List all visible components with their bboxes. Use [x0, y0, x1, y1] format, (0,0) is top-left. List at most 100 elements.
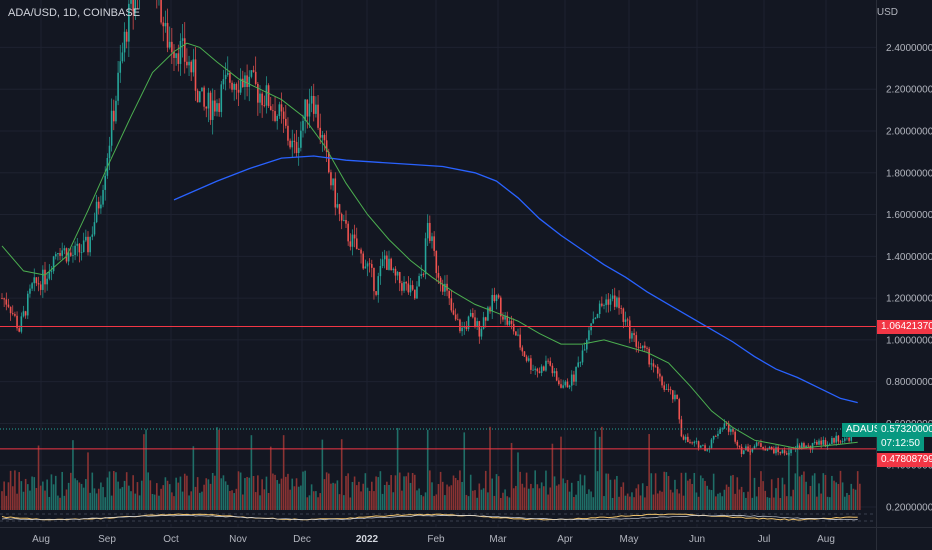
- candle-body: [631, 333, 633, 339]
- candle-body: [190, 61, 192, 73]
- volume-bar: [652, 494, 655, 510]
- volume-bar: [555, 485, 558, 510]
- volume-bar: [113, 470, 115, 510]
- volume-bar: [824, 474, 827, 510]
- candle-body: [85, 236, 87, 241]
- volume-bar: [35, 487, 38, 510]
- volume-bar: [850, 483, 853, 510]
- volume-bar: [828, 497, 831, 510]
- candle-body: [287, 125, 289, 141]
- candle-body: [624, 319, 627, 322]
- time-axis[interactable]: Aug Sep Oct Nov Dec 2022 Feb Mar Apr May Jun Jul Aug: [32, 534, 835, 545]
- volume-bar: [78, 482, 81, 510]
- volume-bar: [715, 496, 717, 510]
- candle-body: [730, 429, 732, 432]
- candle-body: [478, 321, 481, 337]
- candle-body: [575, 366, 577, 382]
- volume-bar: [158, 495, 160, 510]
- candle-body: [736, 441, 739, 446]
- volume-bar: [487, 492, 489, 510]
- candle-body: [192, 59, 195, 73]
- volume-bar: [429, 470, 431, 510]
- volume-bar: [712, 473, 715, 510]
- candle-body: [50, 271, 53, 273]
- candle-body: [629, 320, 631, 339]
- volume-bar: [525, 472, 528, 510]
- candle-body: [790, 448, 792, 454]
- volume-bar: [452, 475, 455, 510]
- volume-bar: [732, 474, 734, 510]
- candle-body: [753, 446, 756, 449]
- volume-bar: [209, 483, 212, 510]
- volume-bar: [128, 485, 130, 510]
- volume-bar: [1, 491, 3, 510]
- price-tick-label: 2.20000000: [886, 85, 932, 96]
- volume-bar: [790, 496, 792, 510]
- volume-bar: [46, 479, 48, 510]
- candle-body: [803, 443, 805, 448]
- candle-body: [37, 283, 40, 285]
- volume-bar: [24, 478, 27, 510]
- volume-bar: [216, 427, 218, 510]
- candle-body: [650, 363, 653, 365]
- candle-body: [607, 299, 610, 305]
- candle-body: [497, 295, 500, 298]
- candle-body: [175, 53, 177, 58]
- volume-bar: [67, 482, 70, 510]
- candle-body: [626, 319, 629, 321]
- volume-bar: [302, 471, 304, 510]
- volume-bar: [379, 471, 382, 510]
- candle-body: [42, 269, 44, 290]
- volume-bar: [801, 474, 803, 510]
- candle-body: [444, 283, 446, 292]
- volume-bar: [749, 444, 751, 510]
- volume-bar: [214, 475, 216, 510]
- candle-body: [601, 303, 603, 306]
- volume-bar: [831, 475, 833, 510]
- candle-body: [263, 105, 266, 107]
- volume-bar: [211, 472, 214, 510]
- candle-body: [465, 326, 468, 330]
- candle-body: [276, 116, 278, 121]
- volume-bar: [130, 491, 132, 510]
- volume-bar: [633, 497, 635, 510]
- candle-body: [11, 313, 14, 315]
- volume-bar: [553, 476, 556, 510]
- candle-body: [9, 306, 12, 314]
- volume-bar: [837, 483, 840, 510]
- candle-body: [33, 277, 36, 284]
- candle-body: [484, 317, 487, 321]
- time-tick-label: May: [620, 534, 639, 545]
- candle-body: [121, 52, 124, 62]
- volume-bar: [355, 485, 358, 510]
- volume-bar: [616, 475, 618, 510]
- candle-body: [586, 339, 588, 350]
- volume-bar: [166, 480, 169, 510]
- candle-body: [783, 450, 786, 454]
- volume-bar: [70, 472, 72, 510]
- volume-bar: [368, 490, 371, 510]
- volume-bar: [381, 493, 384, 510]
- volume-bar: [846, 492, 848, 510]
- volume-bar: [338, 494, 341, 510]
- candle-body: [639, 347, 642, 348]
- candle-body: [704, 445, 706, 451]
- volume-bar: [222, 475, 225, 510]
- candle-body: [493, 294, 496, 302]
- volume-bar: [362, 483, 364, 510]
- candle-body: [334, 178, 337, 208]
- candle-body: [467, 316, 470, 330]
- volume-bar: [330, 483, 332, 510]
- candle-body: [656, 366, 659, 374]
- volume-bar: [278, 483, 281, 510]
- candle-body: [577, 362, 579, 367]
- candle-body: [717, 433, 719, 437]
- candle-body: [14, 314, 16, 316]
- volume-bar: [259, 495, 261, 510]
- candle-body: [336, 204, 339, 208]
- volume-bar: [704, 480, 706, 510]
- volume-bar: [478, 483, 481, 510]
- volume-bar: [463, 432, 466, 510]
